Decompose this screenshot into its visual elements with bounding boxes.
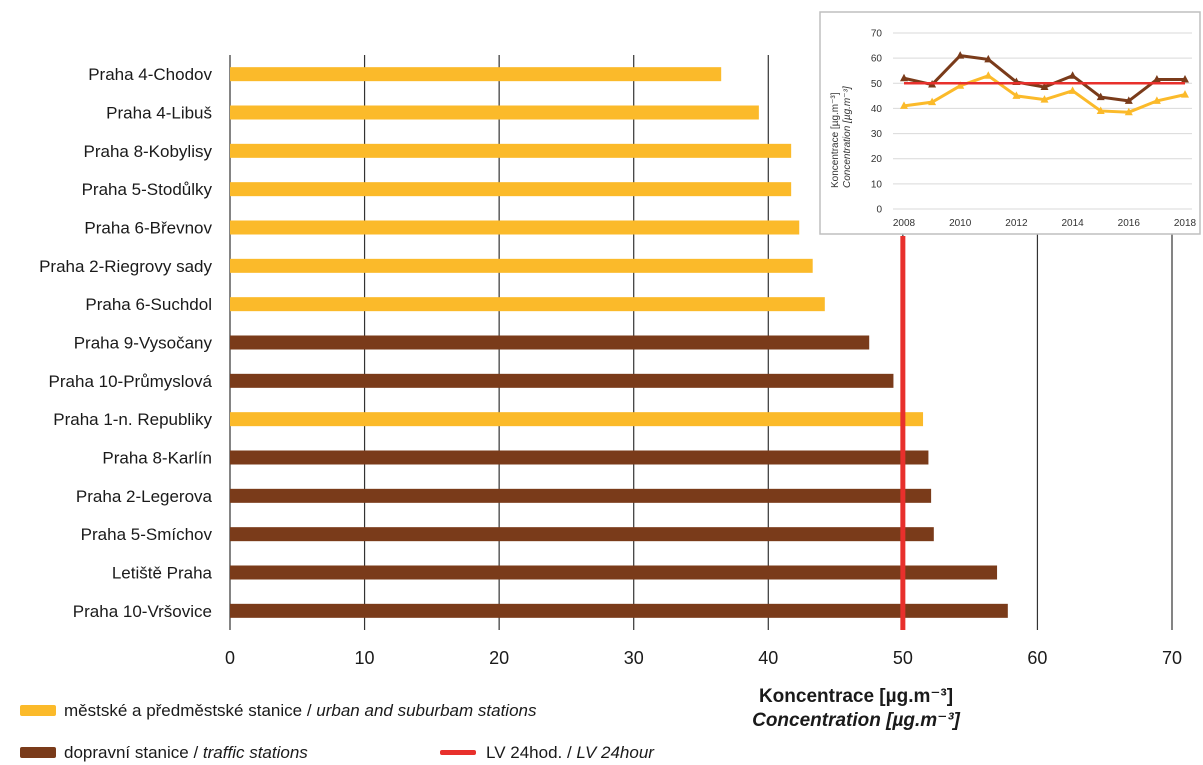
bar-4 (230, 182, 792, 197)
bar-6 (230, 258, 813, 273)
bar-14 (230, 565, 998, 580)
category-label-2: Praha 4-Libuš (106, 104, 212, 123)
x-axis-title: Koncentrace [µg.m⁻³] (759, 686, 953, 707)
bar-12 (230, 488, 932, 503)
inset-x-tick-labels: 2008 2010 2012 2014 2016 2018 (893, 218, 1197, 229)
inset-x-tick-2010: 2010 (949, 218, 972, 229)
inset-point-traffic-2016 (1124, 96, 1133, 104)
main-x-tick-labels: 0 10 20 30 40 50 60 70 (225, 648, 1182, 668)
bar-10 (230, 412, 924, 427)
inset-point-traffic-2017 (1152, 75, 1161, 83)
category-label-7: Praha 6-Suchdol (85, 295, 212, 314)
inset-x-tick-2008: 2008 (893, 218, 916, 229)
category-label-11: Praha 8-Karlín (102, 449, 212, 468)
legend-label-limit: LV 24hod. / LV 24hour (486, 743, 655, 762)
inset-frame (819, 11, 1201, 235)
x-tick-label-40: 40 (758, 648, 778, 668)
legend-label-traffic-cz: dopravní stanice / (64, 743, 203, 762)
bar-2 (230, 105, 759, 120)
inset-point-urban-2013 (1040, 95, 1049, 103)
x-tick-label-30: 30 (624, 648, 644, 668)
inset-point-urban-2012 (1012, 91, 1021, 99)
legend-label-limit-en: LV 24hour (576, 743, 655, 762)
inset-series (900, 51, 1189, 116)
inset-point-traffic-2015 (1096, 92, 1105, 101)
bar-15 (230, 603, 1008, 618)
legend-label-urban: městské a předměstské stanice / urban an… (64, 701, 537, 720)
category-label-10: Praha 1-n. Republiky (53, 410, 212, 429)
category-label-12: Praha 2-Legerova (76, 487, 213, 506)
inset-point-urban-2017 (1152, 96, 1161, 104)
bar-9 (230, 373, 894, 388)
inset-point-traffic-2010 (956, 51, 965, 59)
category-label-15: Praha 10-Vršovice (73, 602, 212, 621)
inset-point-urban-2009 (928, 97, 937, 106)
main-bars (230, 67, 1008, 618)
category-label-8: Praha 9-Vysočany (74, 334, 213, 353)
bar-7 (230, 297, 825, 312)
inset-y-tick-40: 40 (871, 104, 883, 115)
x-tick-label-60: 60 (1027, 648, 1047, 668)
category-label-13: Praha 5-Smíchov (81, 525, 213, 544)
bar-3 (230, 143, 792, 158)
legend-label-limit-cz: LV 24hod. / (486, 743, 576, 762)
category-label-9: Praha 10-Průmyslová (49, 372, 213, 391)
legend-swatch-urban (20, 705, 56, 716)
category-label-3: Praha 8-Kobylisy (83, 142, 212, 161)
legend-label-traffic: dopravní stanice / traffic stations (64, 743, 308, 762)
inset-x-tick-2012: 2012 (1005, 218, 1028, 229)
inset-point-urban-2014 (1068, 86, 1077, 94)
legend: městské a předměstské stanice / urban an… (20, 701, 655, 762)
x-tick-label-20: 20 (489, 648, 509, 668)
inset-point-urban-2008 (900, 101, 908, 109)
inset-x-tick-2016: 2016 (1118, 218, 1141, 229)
x-tick-label-50: 50 (893, 648, 913, 668)
inset-point-traffic-2018 (1181, 75, 1189, 83)
inset-point-traffic-2008 (900, 73, 908, 82)
inset-point-traffic-2013 (1040, 82, 1049, 91)
legend-swatch-traffic (20, 747, 56, 758)
inset-y-tick-30: 30 (871, 129, 883, 140)
category-label-4: Praha 5-Stodůlky (82, 180, 213, 199)
inset-point-urban-2018 (1181, 90, 1189, 98)
x-tick-label-0: 0 (225, 648, 235, 668)
bar-11 (230, 450, 929, 465)
x-tick-label-10: 10 (355, 648, 375, 668)
inset-x-tick-2014: 2014 (1061, 218, 1084, 229)
inset-point-urban-2016 (1124, 107, 1133, 116)
inset-y-tick-60: 60 (871, 54, 883, 65)
legend-label-traffic-en: traffic stations (203, 743, 308, 762)
inset-y-axis-title: Koncentrace [µg.m⁻³] (830, 92, 841, 188)
bar-8 (230, 335, 870, 350)
x-tick-label-70: 70 (1162, 648, 1182, 668)
category-label-14: Letiště Praha (112, 564, 213, 583)
inset-y-tick-10: 10 (871, 179, 883, 190)
inset-y-tick-50: 50 (871, 79, 883, 90)
x-axis-title-en: Concentration [µg.m⁻³] (752, 710, 960, 731)
inset-y-tick-20: 20 (871, 154, 883, 165)
category-label-5: Praha 6-Břevnov (84, 219, 212, 238)
bar-5 (230, 220, 800, 235)
inset-y-tick-labels: 0 10 20 30 40 50 60 70 (871, 29, 883, 216)
inset-point-urban-2011 (984, 71, 993, 79)
bar-13 (230, 527, 934, 542)
category-label-1: Praha 4-Chodov (88, 65, 212, 84)
inset-y-tick-70: 70 (871, 29, 883, 40)
legend-label-urban-en: urban and suburbam stations (316, 701, 537, 720)
inset-y-tick-0: 0 (876, 205, 882, 216)
main-category-labels: Praha 4-Chodov Praha 4-Libuš Praha 8-Kobyl… (39, 65, 212, 621)
inset-point-traffic-2014 (1068, 71, 1077, 79)
inset-point-traffic-2011 (984, 54, 993, 63)
legend-swatch-limit (440, 750, 476, 755)
bar-1 (230, 67, 722, 82)
inset-chart: Koncentrace [µg.m⁻³] Concentration [µg.m… (819, 11, 1201, 235)
inset-point-urban-2010 (956, 81, 965, 89)
legend-label-urban-cz: městské a předměstské stanice / (64, 701, 316, 720)
category-label-6: Praha 2-Riegrovy sady (39, 257, 212, 276)
inset-y-axis-title-en: Concentration [µg.m⁻³] (842, 86, 853, 188)
inset-point-urban-2015 (1096, 106, 1105, 114)
inset-x-tick-2018: 2018 (1174, 218, 1197, 229)
